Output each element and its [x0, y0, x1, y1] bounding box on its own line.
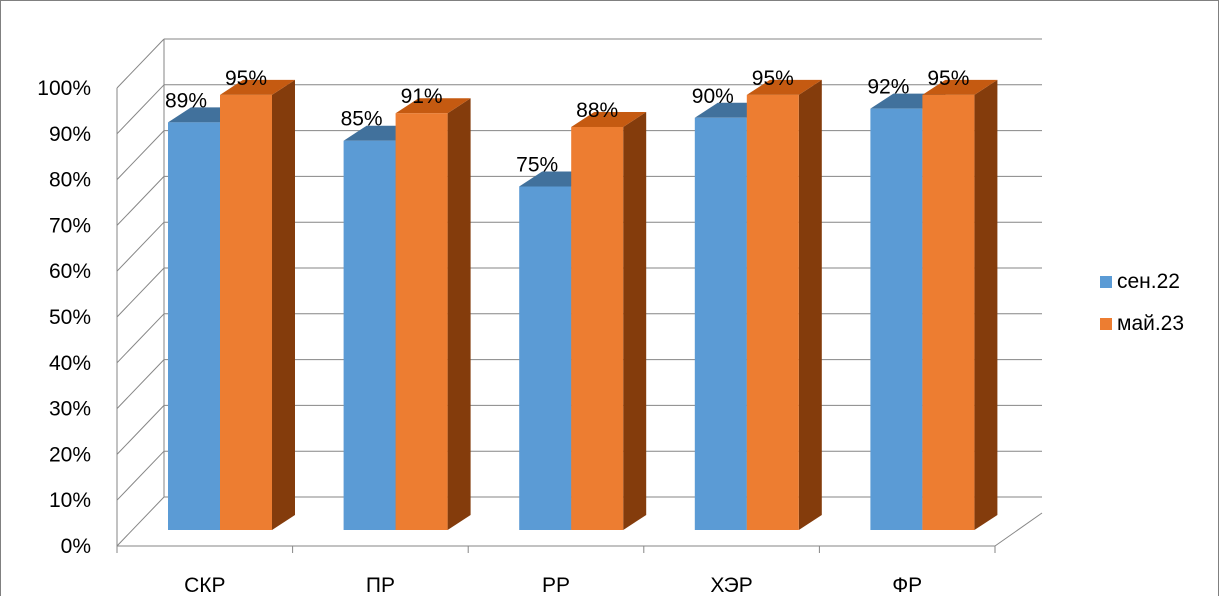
y-tick-label: 60%: [49, 260, 91, 283]
gridline-side: [116, 267, 165, 318]
gridline-side: [116, 221, 165, 272]
bar-series2: [922, 94, 975, 531]
bar-top-face: [395, 98, 471, 114]
legend-swatch: [1100, 276, 1112, 288]
gridline-side: [116, 313, 165, 364]
bar-side-face: [272, 79, 295, 531]
bar-series1: [870, 108, 923, 530]
data-label: 89%: [165, 89, 207, 112]
y-tick-label: 80%: [49, 169, 91, 192]
data-label: 85%: [341, 108, 383, 131]
x-category-label: РР: [542, 574, 570, 596]
y-tick-label: 90%: [49, 123, 91, 146]
data-label: 92%: [867, 76, 909, 99]
bar-series2: [746, 94, 799, 531]
y-tick-label: 10%: [49, 489, 91, 512]
gridline-side: [116, 38, 165, 89]
gridline-side: [116, 450, 165, 501]
gridline-side: [116, 359, 165, 409]
bar-top-face: [220, 79, 295, 95]
bar-series2: [220, 94, 272, 531]
y-tick-label: 0%: [61, 535, 91, 558]
bar-series1: [694, 117, 747, 531]
bar-series1: [519, 186, 572, 530]
legend-layer: сен.22 май.23: [1100, 270, 1184, 335]
x-category-label: СКР: [184, 574, 225, 596]
bar-top-face: [571, 111, 647, 127]
legend-swatch: [1100, 318, 1112, 330]
bar-top-face: [746, 79, 822, 95]
gridline-side: [116, 84, 165, 135]
bar-side-face: [974, 79, 998, 531]
data-label: 95%: [752, 67, 794, 90]
gridline-side: [116, 496, 165, 547]
y-tick-label: 20%: [49, 443, 91, 466]
bar-series1: [343, 140, 396, 530]
y-tick-label: 30%: [49, 398, 91, 421]
y-tick-label: 40%: [49, 352, 91, 375]
data-label: 75%: [516, 154, 558, 177]
bar-side-face: [623, 111, 647, 531]
gridline-side: [116, 130, 165, 180]
gridline-side: [116, 405, 165, 455]
x-category-label: ПР: [366, 574, 395, 596]
x-category-label: ФР: [892, 574, 922, 596]
floor-right-edge: [994, 512, 1043, 547]
gridline-side: [116, 176, 165, 226]
data-label: 95%: [225, 67, 267, 90]
bar-series2: [395, 113, 448, 530]
legend-label: сен.22: [1117, 270, 1180, 293]
y-tick-label: 70%: [49, 214, 91, 237]
bar-side-face: [798, 79, 822, 531]
data-label: 91%: [401, 85, 443, 108]
label-layer: 89% 95% 85% 91% 75% 88% 90% 95% 92% 95%: [165, 67, 969, 177]
data-label: 90%: [692, 85, 734, 108]
bar-series1: [168, 122, 220, 530]
data-label: 95%: [927, 67, 969, 90]
bar-top-face: [922, 79, 998, 95]
bar-series2: [571, 126, 624, 531]
bar-layer: [168, 79, 998, 531]
x-category-label: ХЭР: [710, 574, 752, 596]
axis-layer: 0% 10% 20% 30% 40% 50% 60% 70% 80% 90% 100% СКР ПР РР…: [37, 77, 1043, 596]
legend-label: май.23: [1117, 312, 1184, 335]
bar-side-face: [447, 98, 471, 530]
y-tick-label: 100%: [37, 77, 91, 100]
data-label: 88%: [576, 99, 618, 122]
y-tick-label: 50%: [49, 306, 91, 329]
